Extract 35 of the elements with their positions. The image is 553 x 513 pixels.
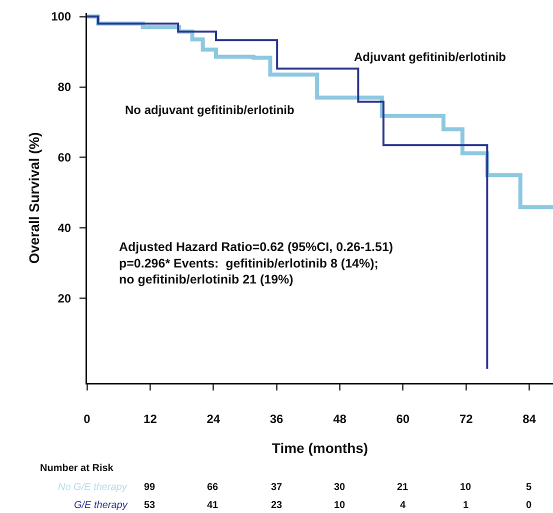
y-tick-label: 100 [51,10,72,24]
text: 0 [526,500,532,511]
text: 10 [460,482,472,493]
text: 5 [526,482,532,493]
text: 66 [207,482,219,493]
text: 1 [463,500,469,511]
x-tick-label: 36 [270,412,284,426]
x-axis-title: Time (months) [272,440,368,456]
text: 4 [400,500,406,511]
text: 53 [144,500,156,511]
text: G/E therapy [74,500,128,511]
x-tick-label: 72 [459,412,474,426]
x-tick-label: 0 [84,412,91,426]
series-label: Adjuvant gefitinib/erlotinib [354,50,506,64]
text: 37 [271,482,283,493]
x-tick-label: 60 [396,412,410,426]
x-tick-label: 24 [206,412,220,426]
text: No G/E therapy [58,482,128,493]
annotation: Adjusted Hazard Ratio=0.62 (95%CI, 0.26-1.51) p=0.296* Events: gefitinib/erlotinib 8 (14%); no gefitinib/erlotinib 21 (19%) [119,240,394,286]
text: 99 [144,482,156,493]
text: 23 [271,500,283,511]
x-tick-label: 12 [144,412,158,426]
x-tick-label: 84 [522,412,536,426]
y-tick-label: 60 [58,150,72,165]
text: 10 [334,500,346,511]
y-tick-label: 40 [58,221,72,236]
text: 30 [334,482,346,493]
y-tick-label: 20 [58,292,72,306]
y-axis-title: Overall Survival (%) [26,132,42,264]
text: 41 [207,500,219,511]
text: Number at Risk [40,463,114,474]
y-tick-label: 80 [58,80,72,94]
text: 21 [397,482,409,493]
series-label: No adjuvant gefitinib/erlotinib [125,103,294,117]
x-tick-label: 48 [333,412,347,426]
